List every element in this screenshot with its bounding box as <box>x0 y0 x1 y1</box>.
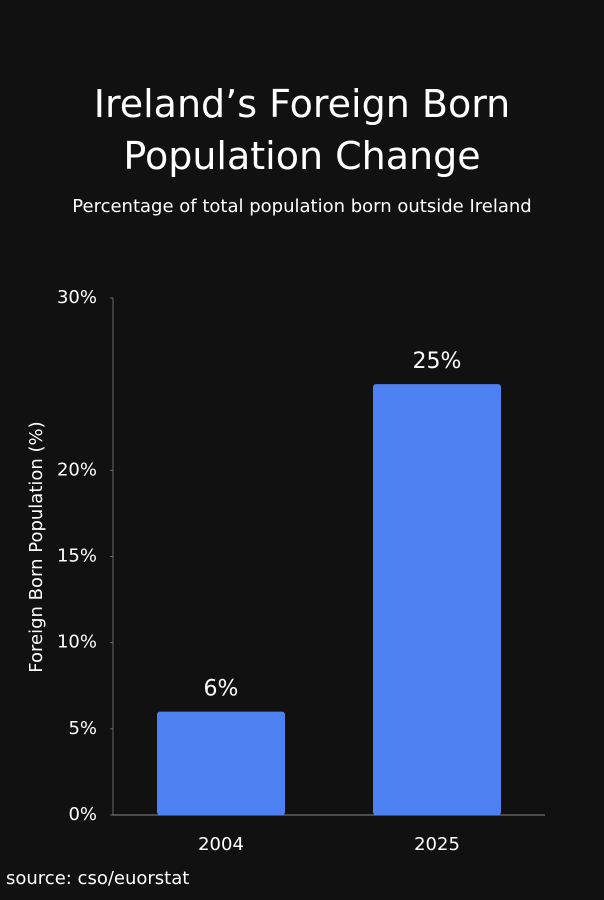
x-tick-label: 2025 <box>414 834 460 855</box>
data-label: 25% <box>413 349 462 374</box>
source-note: source: cso/euorstat <box>6 868 190 889</box>
y-tick-label: 0% <box>68 804 97 825</box>
chart-title: Ireland’s Foreign Born Population Change <box>93 82 511 178</box>
bar <box>373 384 501 815</box>
data-label: 6% <box>204 677 239 702</box>
y-tick-label: 15% <box>57 546 97 567</box>
y-tick-label: 10% <box>57 632 97 653</box>
chart-subtitle: Percentage of total population born outs… <box>72 196 532 217</box>
bar <box>157 711 285 815</box>
y-tick-label: 5% <box>68 718 97 739</box>
y-axis-label: Foreign Born Population (%) <box>26 421 47 672</box>
y-tick-label: 20% <box>57 459 97 480</box>
x-tick-label: 2004 <box>198 834 244 855</box>
y-tick-label: 30% <box>57 287 97 308</box>
